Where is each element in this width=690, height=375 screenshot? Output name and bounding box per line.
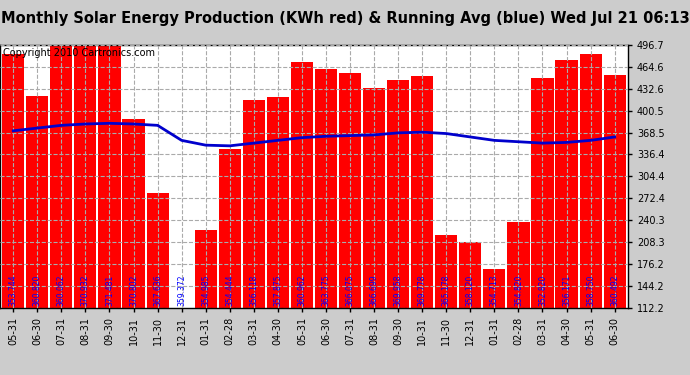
Text: 358.120: 358.120 bbox=[466, 275, 475, 306]
Bar bbox=[195, 230, 217, 375]
Text: 360.062: 360.062 bbox=[57, 275, 66, 306]
Text: 369.778: 369.778 bbox=[417, 275, 426, 306]
Bar bbox=[219, 149, 241, 375]
Text: 366.075: 366.075 bbox=[346, 274, 355, 306]
Text: 356.171: 356.171 bbox=[562, 275, 571, 306]
Bar bbox=[267, 97, 289, 375]
Bar bbox=[122, 119, 145, 375]
Text: 363.775: 363.775 bbox=[322, 274, 331, 306]
Text: 352.820: 352.820 bbox=[538, 275, 547, 306]
Bar bbox=[99, 45, 121, 375]
Text: 365.178: 365.178 bbox=[442, 275, 451, 306]
Bar bbox=[604, 75, 626, 375]
Text: 354.985: 354.985 bbox=[201, 275, 210, 306]
Bar bbox=[26, 96, 48, 375]
Bar bbox=[580, 54, 602, 375]
Bar bbox=[75, 45, 97, 375]
Text: 358.750: 358.750 bbox=[586, 275, 595, 306]
Bar bbox=[483, 269, 506, 375]
Bar bbox=[243, 100, 265, 375]
Text: 359.372: 359.372 bbox=[177, 275, 186, 306]
Text: 370.802: 370.802 bbox=[129, 275, 138, 306]
Text: 356.118: 356.118 bbox=[249, 275, 258, 306]
Text: 354.713: 354.713 bbox=[490, 275, 499, 306]
Text: 353.744: 353.744 bbox=[9, 274, 18, 306]
Text: Copyright 2010 Cartronics.com: Copyright 2010 Cartronics.com bbox=[3, 48, 155, 58]
Bar bbox=[315, 69, 337, 375]
Bar bbox=[339, 74, 361, 375]
Text: 367.636: 367.636 bbox=[153, 274, 162, 306]
Text: 360.492: 360.492 bbox=[610, 275, 619, 306]
Bar bbox=[460, 242, 482, 375]
Text: 370.932: 370.932 bbox=[81, 275, 90, 306]
Text: 360.962: 360.962 bbox=[297, 275, 306, 306]
Bar bbox=[435, 235, 457, 375]
Text: 366.699: 366.699 bbox=[370, 274, 379, 306]
Text: 357.875: 357.875 bbox=[273, 275, 282, 306]
Bar bbox=[146, 193, 168, 375]
Text: 369.958: 369.958 bbox=[394, 275, 403, 306]
Text: 354.444: 354.444 bbox=[225, 274, 234, 306]
Text: 360.820: 360.820 bbox=[33, 275, 42, 306]
Bar bbox=[50, 45, 72, 375]
Text: Monthly Solar Energy Production (KWh red) & Running Avg (blue) Wed Jul 21 06:13: Monthly Solar Energy Production (KWh red… bbox=[1, 11, 689, 26]
Bar bbox=[555, 60, 578, 375]
Bar bbox=[170, 308, 193, 375]
Bar bbox=[507, 222, 529, 375]
Bar bbox=[411, 75, 433, 375]
Bar bbox=[363, 88, 385, 375]
Text: 371.481: 371.481 bbox=[105, 275, 114, 306]
Bar bbox=[387, 80, 409, 375]
Bar bbox=[531, 78, 553, 375]
Text: 354.820: 354.820 bbox=[514, 275, 523, 306]
Bar bbox=[291, 62, 313, 375]
Bar bbox=[2, 54, 24, 375]
